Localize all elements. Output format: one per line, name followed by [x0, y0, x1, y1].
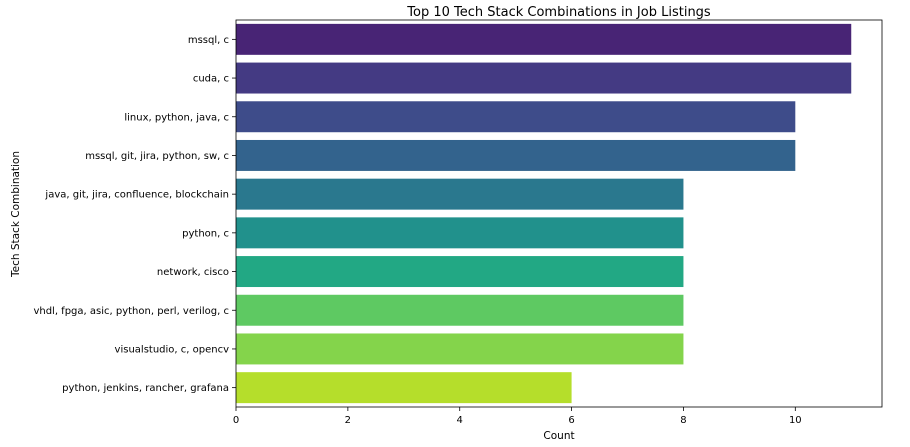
y-tick-label: python, c: [182, 228, 229, 239]
x-tick-label: 10: [789, 415, 802, 426]
plot-frame: [235, 19, 883, 408]
bar: [236, 217, 684, 249]
bar: [236, 62, 852, 94]
bars-group: [236, 23, 852, 404]
bar: [236, 294, 684, 326]
y-tick-labels: mssql, c cuda, c linux, python, java, c mss…: [33, 35, 236, 394]
bar: [236, 333, 684, 365]
x-tick-label: 6: [568, 415, 574, 426]
x-ticks: 0 2 4 6 8 10: [233, 407, 802, 426]
bar: [236, 372, 572, 404]
bar: [236, 101, 796, 133]
chart-title: Top 10 Tech Stack Combinations in Job Li…: [406, 5, 711, 20]
x-tick-label: 4: [457, 415, 463, 426]
x-axis-label: Count: [543, 430, 574, 442]
y-tick-label: mssql, git, jira, python, sw, c: [85, 151, 229, 162]
x-tick-label: 8: [680, 415, 686, 426]
x-tick-label: 0: [233, 415, 239, 426]
bar: [236, 256, 684, 288]
bar: [236, 23, 852, 55]
y-tick-label: vhdl, fpga, asic, python, perl, verilog,…: [33, 306, 229, 317]
y-tick-label: visualstudio, c, opencv: [115, 344, 230, 355]
y-tick-label: linux, python, java, c: [124, 112, 229, 123]
y-tick-label: python, jenkins, rancher, grafana: [62, 383, 229, 394]
y-tick-label: cuda, c: [193, 74, 229, 85]
y-axis-label: Tech Stack Combination: [10, 151, 22, 278]
x-tick-label: 2: [345, 415, 351, 426]
bar: [236, 178, 684, 210]
y-tick-label: java, git, jira, confluence, blockchain: [44, 190, 229, 201]
y-tick-label: network, cisco: [157, 267, 229, 278]
bar: [236, 139, 796, 171]
y-tick-label: mssql, c: [188, 35, 229, 46]
